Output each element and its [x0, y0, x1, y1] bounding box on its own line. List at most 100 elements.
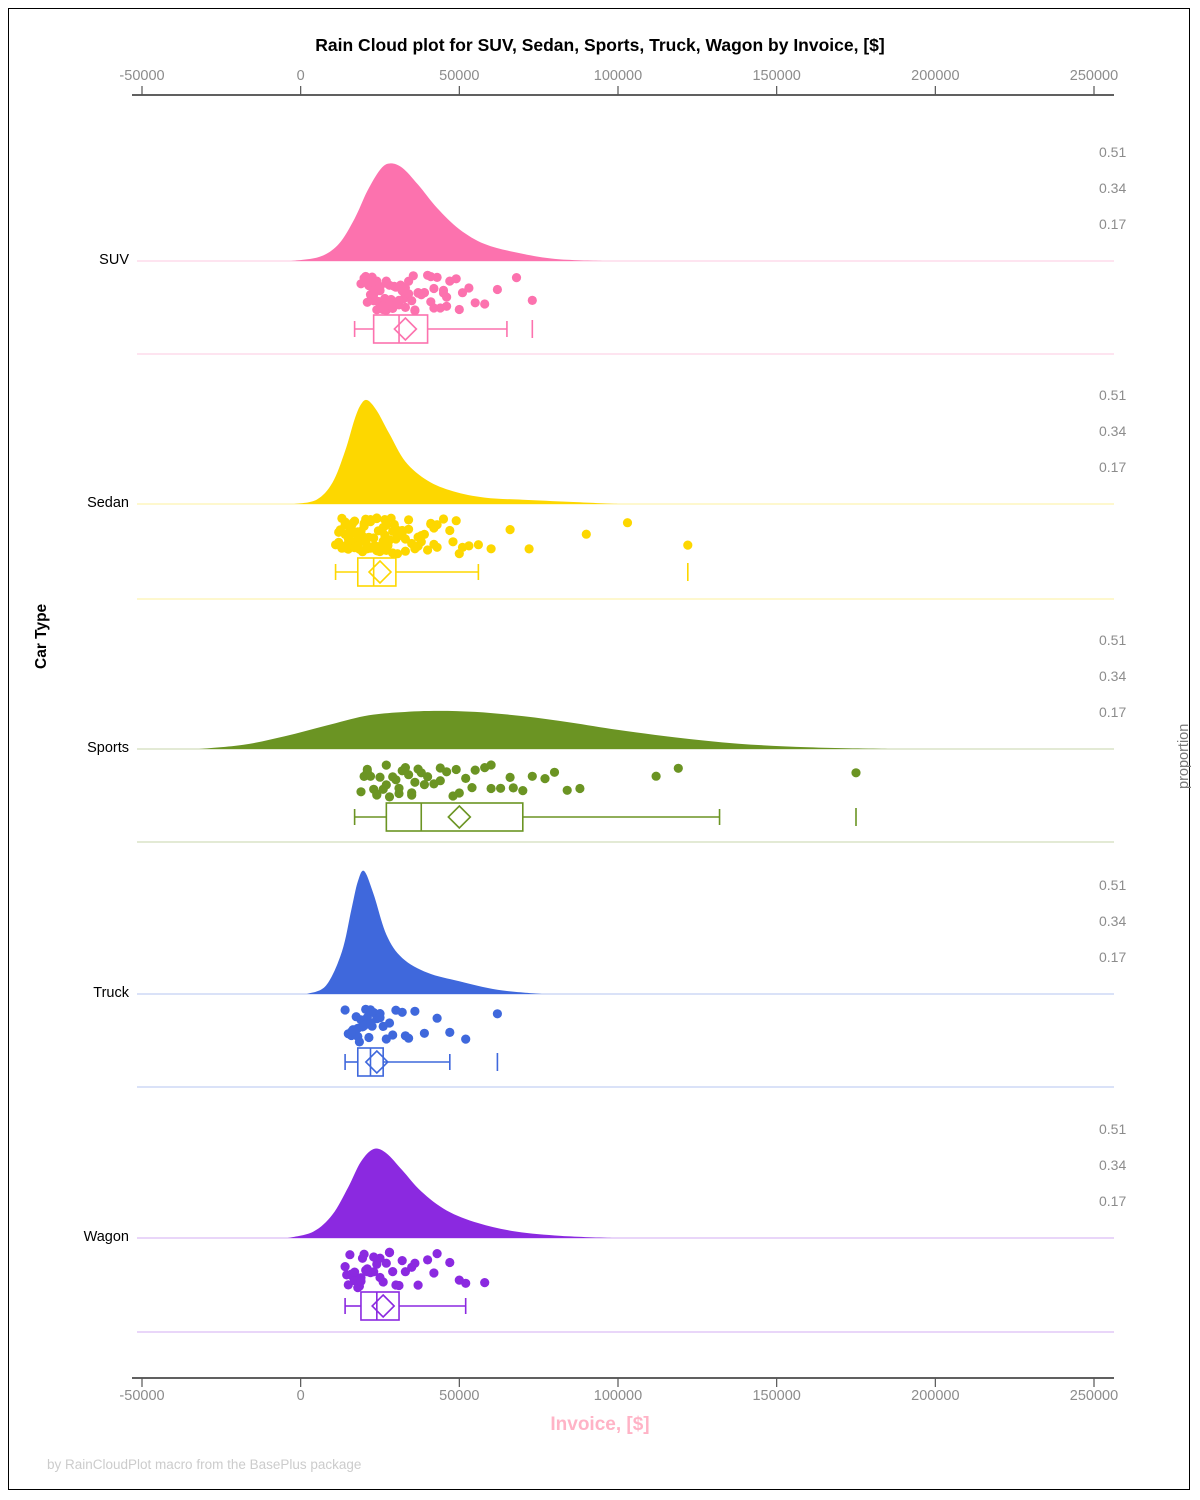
rain-point [388, 303, 398, 313]
proportion-tick-label: 0.17 [1099, 458, 1127, 475]
rain-point [391, 775, 401, 785]
rain-point [356, 1276, 366, 1286]
rain-point [342, 540, 352, 550]
rain-point [388, 1030, 398, 1040]
rain-point [508, 783, 518, 793]
x-axis-bottom-group [132, 1377, 1114, 1387]
rain-point [375, 541, 385, 552]
density-curve [199, 710, 888, 749]
rain-points [356, 760, 861, 802]
footer-credit: by RainCloudPlot macro from the BasePlus… [47, 1457, 362, 1472]
rain-points [340, 1004, 502, 1047]
rain-point [410, 777, 420, 787]
rain-point [400, 763, 410, 773]
rain-point [496, 783, 506, 793]
rain-point [511, 273, 522, 283]
rain-point [426, 518, 436, 528]
rain-point [410, 1006, 420, 1016]
rain-point [445, 1257, 455, 1268]
rain-point [375, 772, 385, 782]
proportion-tick-label: 0.17 [1099, 215, 1127, 232]
rain-point [540, 774, 550, 784]
rain-point [400, 546, 410, 556]
category-label-suv: SUV [99, 252, 129, 268]
rain-point [381, 760, 391, 770]
rain-point [429, 303, 439, 313]
raincloud-group-wagon [137, 1148, 1114, 1333]
proportion-tick-label: 0.17 [1099, 1192, 1127, 1209]
category-label-wagon: Wagon [83, 1229, 129, 1245]
density-curve [291, 163, 603, 261]
rain-point [359, 273, 369, 283]
x-tick-label: 0 [296, 68, 305, 84]
rain-point [367, 542, 377, 552]
rain-point [350, 1267, 360, 1277]
rain-point [454, 304, 464, 315]
rain-point [410, 1258, 420, 1268]
proportion-tick-label: 0.51 [1099, 143, 1127, 160]
box-plot [353, 314, 534, 344]
rain-point [407, 788, 417, 798]
rain-point [448, 537, 458, 547]
x-tick-label: -50000 [119, 68, 165, 84]
rain-point [350, 516, 360, 526]
rain-point [384, 1247, 395, 1257]
rain-point [388, 1267, 398, 1277]
proportion-tick-label: 0.51 [1099, 1120, 1127, 1137]
rain-point [581, 529, 591, 539]
rain-point [369, 290, 379, 300]
rain-point [505, 772, 515, 783]
rain-points [340, 1247, 490, 1293]
rain-point [454, 549, 464, 559]
proportion-tick-label: 0.34 [1099, 179, 1127, 196]
rain-point [461, 1034, 471, 1044]
x-tick-label: 100000 [593, 68, 643, 84]
rain-point [442, 301, 452, 311]
rain-point [454, 1275, 464, 1285]
rain-point [394, 788, 404, 799]
rain-point [364, 1032, 374, 1043]
rain-point [429, 539, 439, 550]
proportion-tick-label: 0.34 [1099, 422, 1127, 439]
box-plot [353, 802, 857, 832]
rain-point [505, 525, 515, 535]
raincloud-group-suv [137, 163, 1114, 355]
rain-point [394, 1280, 404, 1291]
proportion-tick-label: 0.51 [1099, 876, 1127, 893]
rain-point [445, 525, 455, 536]
plot-frame: Rain Cloud plot for SUV, Sedan, Sports, … [8, 8, 1192, 1490]
rain-point [365, 771, 376, 781]
rain-point [362, 1267, 372, 1277]
rain-point [354, 1037, 364, 1047]
rain-point [375, 1013, 385, 1023]
rain-point [375, 1272, 385, 1283]
x-tick-label: 50000 [439, 1388, 480, 1404]
x-tick-label: 0 [296, 1388, 305, 1404]
rain-point [375, 281, 385, 292]
rain-point [356, 531, 366, 541]
rain-point [381, 1258, 391, 1268]
x-tick-label: 200000 [911, 1388, 960, 1404]
raincloud-group-truck [137, 870, 1114, 1088]
rain-point [413, 1280, 423, 1290]
rain-point [365, 515, 376, 525]
rain-point [442, 767, 452, 777]
rain-point [445, 1027, 455, 1037]
rain-point [394, 295, 404, 305]
rain-point [432, 1249, 442, 1259]
rain-point [362, 764, 372, 775]
rain-point [404, 515, 414, 525]
x-tick-label: 150000 [752, 1388, 801, 1404]
rain-point [429, 283, 439, 294]
box-plot [344, 1047, 499, 1077]
rain-point [562, 785, 572, 795]
rain-point [404, 770, 414, 780]
rain-point [486, 544, 496, 554]
proportion-tick-label: 0.17 [1099, 948, 1127, 965]
raincloud-group-sedan [137, 399, 1114, 600]
rain-point [400, 302, 410, 312]
page-title: Rain Cloud plot for SUV, Sedan, Sports, … [315, 35, 885, 55]
rain-point [381, 780, 391, 790]
rain-point [851, 768, 861, 778]
rain-point [518, 786, 528, 796]
